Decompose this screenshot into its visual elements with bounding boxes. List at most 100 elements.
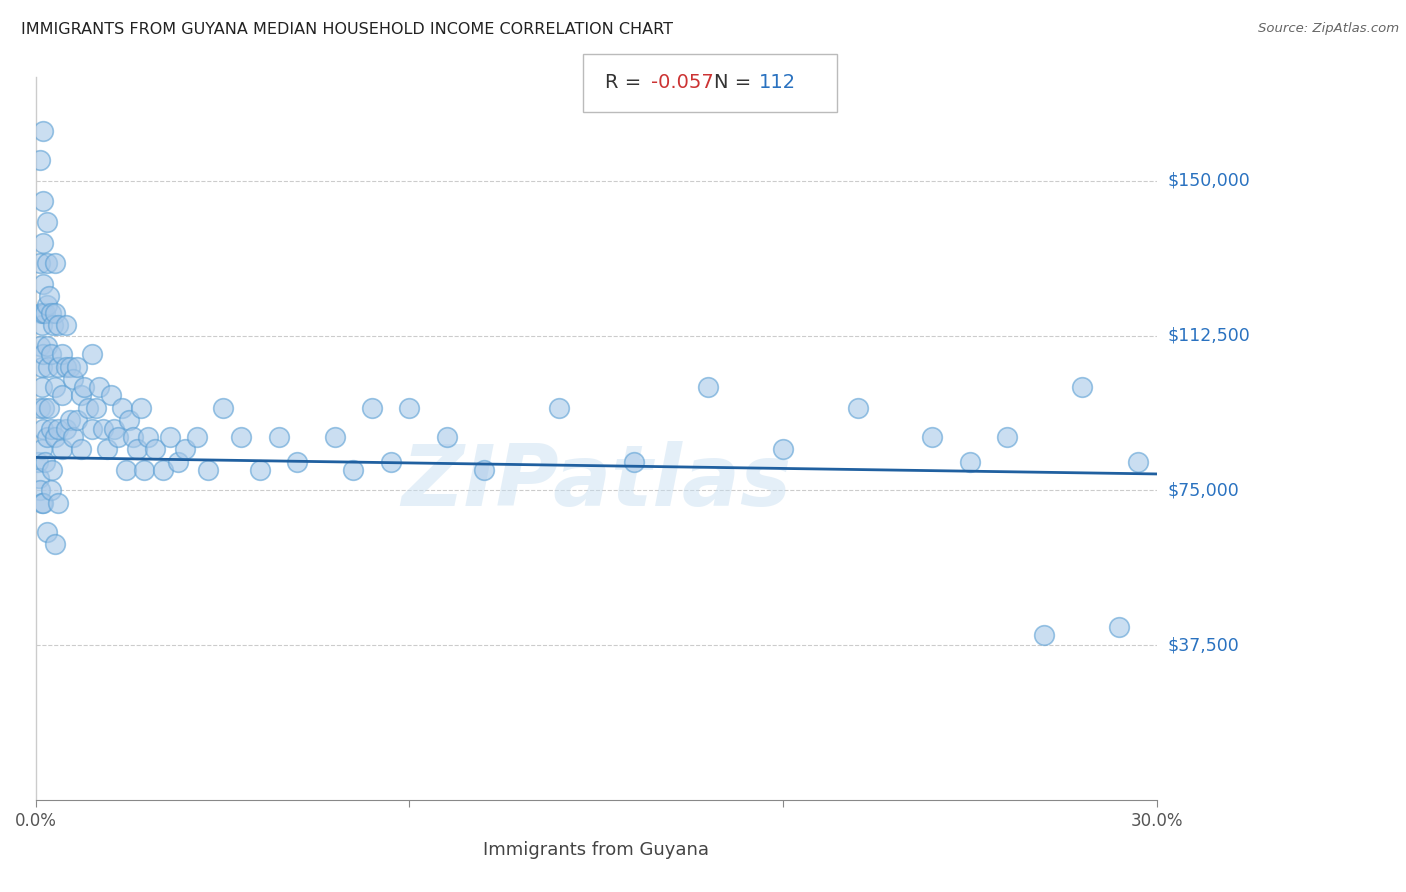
Point xyxy=(32,124,55,138)
Text: N =: N = xyxy=(714,73,758,92)
Point xyxy=(73,380,96,394)
Point xyxy=(51,442,73,457)
Point xyxy=(28,483,51,498)
Point xyxy=(44,256,66,270)
Point xyxy=(31,421,53,435)
Point xyxy=(28,471,51,485)
Point xyxy=(31,380,53,394)
Point xyxy=(125,442,148,457)
Point xyxy=(39,421,62,435)
Point xyxy=(55,359,77,374)
Point xyxy=(51,347,73,361)
Point xyxy=(30,256,52,270)
Point xyxy=(69,442,91,457)
X-axis label: Immigrants from Guyana: Immigrants from Guyana xyxy=(484,841,709,859)
Point xyxy=(959,454,981,468)
Point xyxy=(1033,628,1056,642)
Point xyxy=(32,235,55,250)
Text: $37,500: $37,500 xyxy=(1167,636,1240,655)
Point xyxy=(58,413,80,427)
Point xyxy=(398,401,420,415)
Point xyxy=(80,421,103,435)
Point xyxy=(28,153,51,167)
Point xyxy=(697,380,720,394)
Point xyxy=(167,454,190,468)
Point xyxy=(772,442,794,457)
Point xyxy=(37,339,59,353)
Point xyxy=(267,430,290,444)
Point xyxy=(62,372,84,386)
Point xyxy=(134,463,156,477)
Point xyxy=(1108,620,1130,634)
Point xyxy=(361,401,384,415)
Point xyxy=(31,442,53,457)
Point xyxy=(69,388,91,402)
Point xyxy=(1126,454,1149,468)
Point xyxy=(31,496,53,510)
Point xyxy=(41,463,63,477)
Point xyxy=(472,463,495,477)
Point xyxy=(114,463,136,477)
Point xyxy=(152,463,174,477)
Point xyxy=(111,401,134,415)
Point xyxy=(118,413,141,427)
Point xyxy=(921,430,943,444)
Point xyxy=(31,318,53,333)
Point xyxy=(32,401,55,415)
Text: IMMIGRANTS FROM GUYANA MEDIAN HOUSEHOLD INCOME CORRELATION CHART: IMMIGRANTS FROM GUYANA MEDIAN HOUSEHOLD … xyxy=(21,22,673,37)
Point xyxy=(48,318,70,333)
Point xyxy=(42,318,65,333)
Point xyxy=(48,359,70,374)
Point xyxy=(380,454,402,468)
Point xyxy=(159,430,181,444)
Text: $75,000: $75,000 xyxy=(1167,482,1240,500)
Point xyxy=(32,306,55,320)
Point xyxy=(34,454,56,468)
Point xyxy=(186,430,208,444)
Point xyxy=(44,430,66,444)
Point xyxy=(66,359,89,374)
Point xyxy=(38,289,60,303)
Point xyxy=(91,421,114,435)
Point xyxy=(342,463,364,477)
Text: Source: ZipAtlas.com: Source: ZipAtlas.com xyxy=(1258,22,1399,36)
Point xyxy=(37,359,59,374)
Point xyxy=(30,306,52,320)
Point xyxy=(32,347,55,361)
Text: R =: R = xyxy=(605,73,647,92)
Point xyxy=(37,430,59,444)
Point xyxy=(39,306,62,320)
Point xyxy=(28,401,51,415)
Point xyxy=(39,483,62,498)
Point xyxy=(44,537,66,551)
Point xyxy=(38,401,60,415)
Point xyxy=(136,430,159,444)
Point xyxy=(32,277,55,291)
Point xyxy=(145,442,167,457)
Point xyxy=(66,413,89,427)
Point xyxy=(34,306,56,320)
Point xyxy=(77,401,100,415)
Point xyxy=(129,401,152,415)
Point xyxy=(231,430,253,444)
Point xyxy=(96,442,118,457)
Point xyxy=(197,463,219,477)
Point xyxy=(28,339,51,353)
Point xyxy=(48,421,70,435)
Point xyxy=(80,347,103,361)
Point xyxy=(84,401,107,415)
Point xyxy=(39,347,62,361)
Point xyxy=(122,430,145,444)
Point xyxy=(100,388,122,402)
Point xyxy=(31,359,53,374)
Point xyxy=(37,256,59,270)
Point xyxy=(436,430,458,444)
Point xyxy=(846,401,869,415)
Point xyxy=(51,388,73,402)
Point xyxy=(48,496,70,510)
Text: $150,000: $150,000 xyxy=(1167,171,1250,190)
Point xyxy=(37,524,59,539)
Point xyxy=(55,421,77,435)
Point xyxy=(1070,380,1092,394)
Point xyxy=(103,421,125,435)
